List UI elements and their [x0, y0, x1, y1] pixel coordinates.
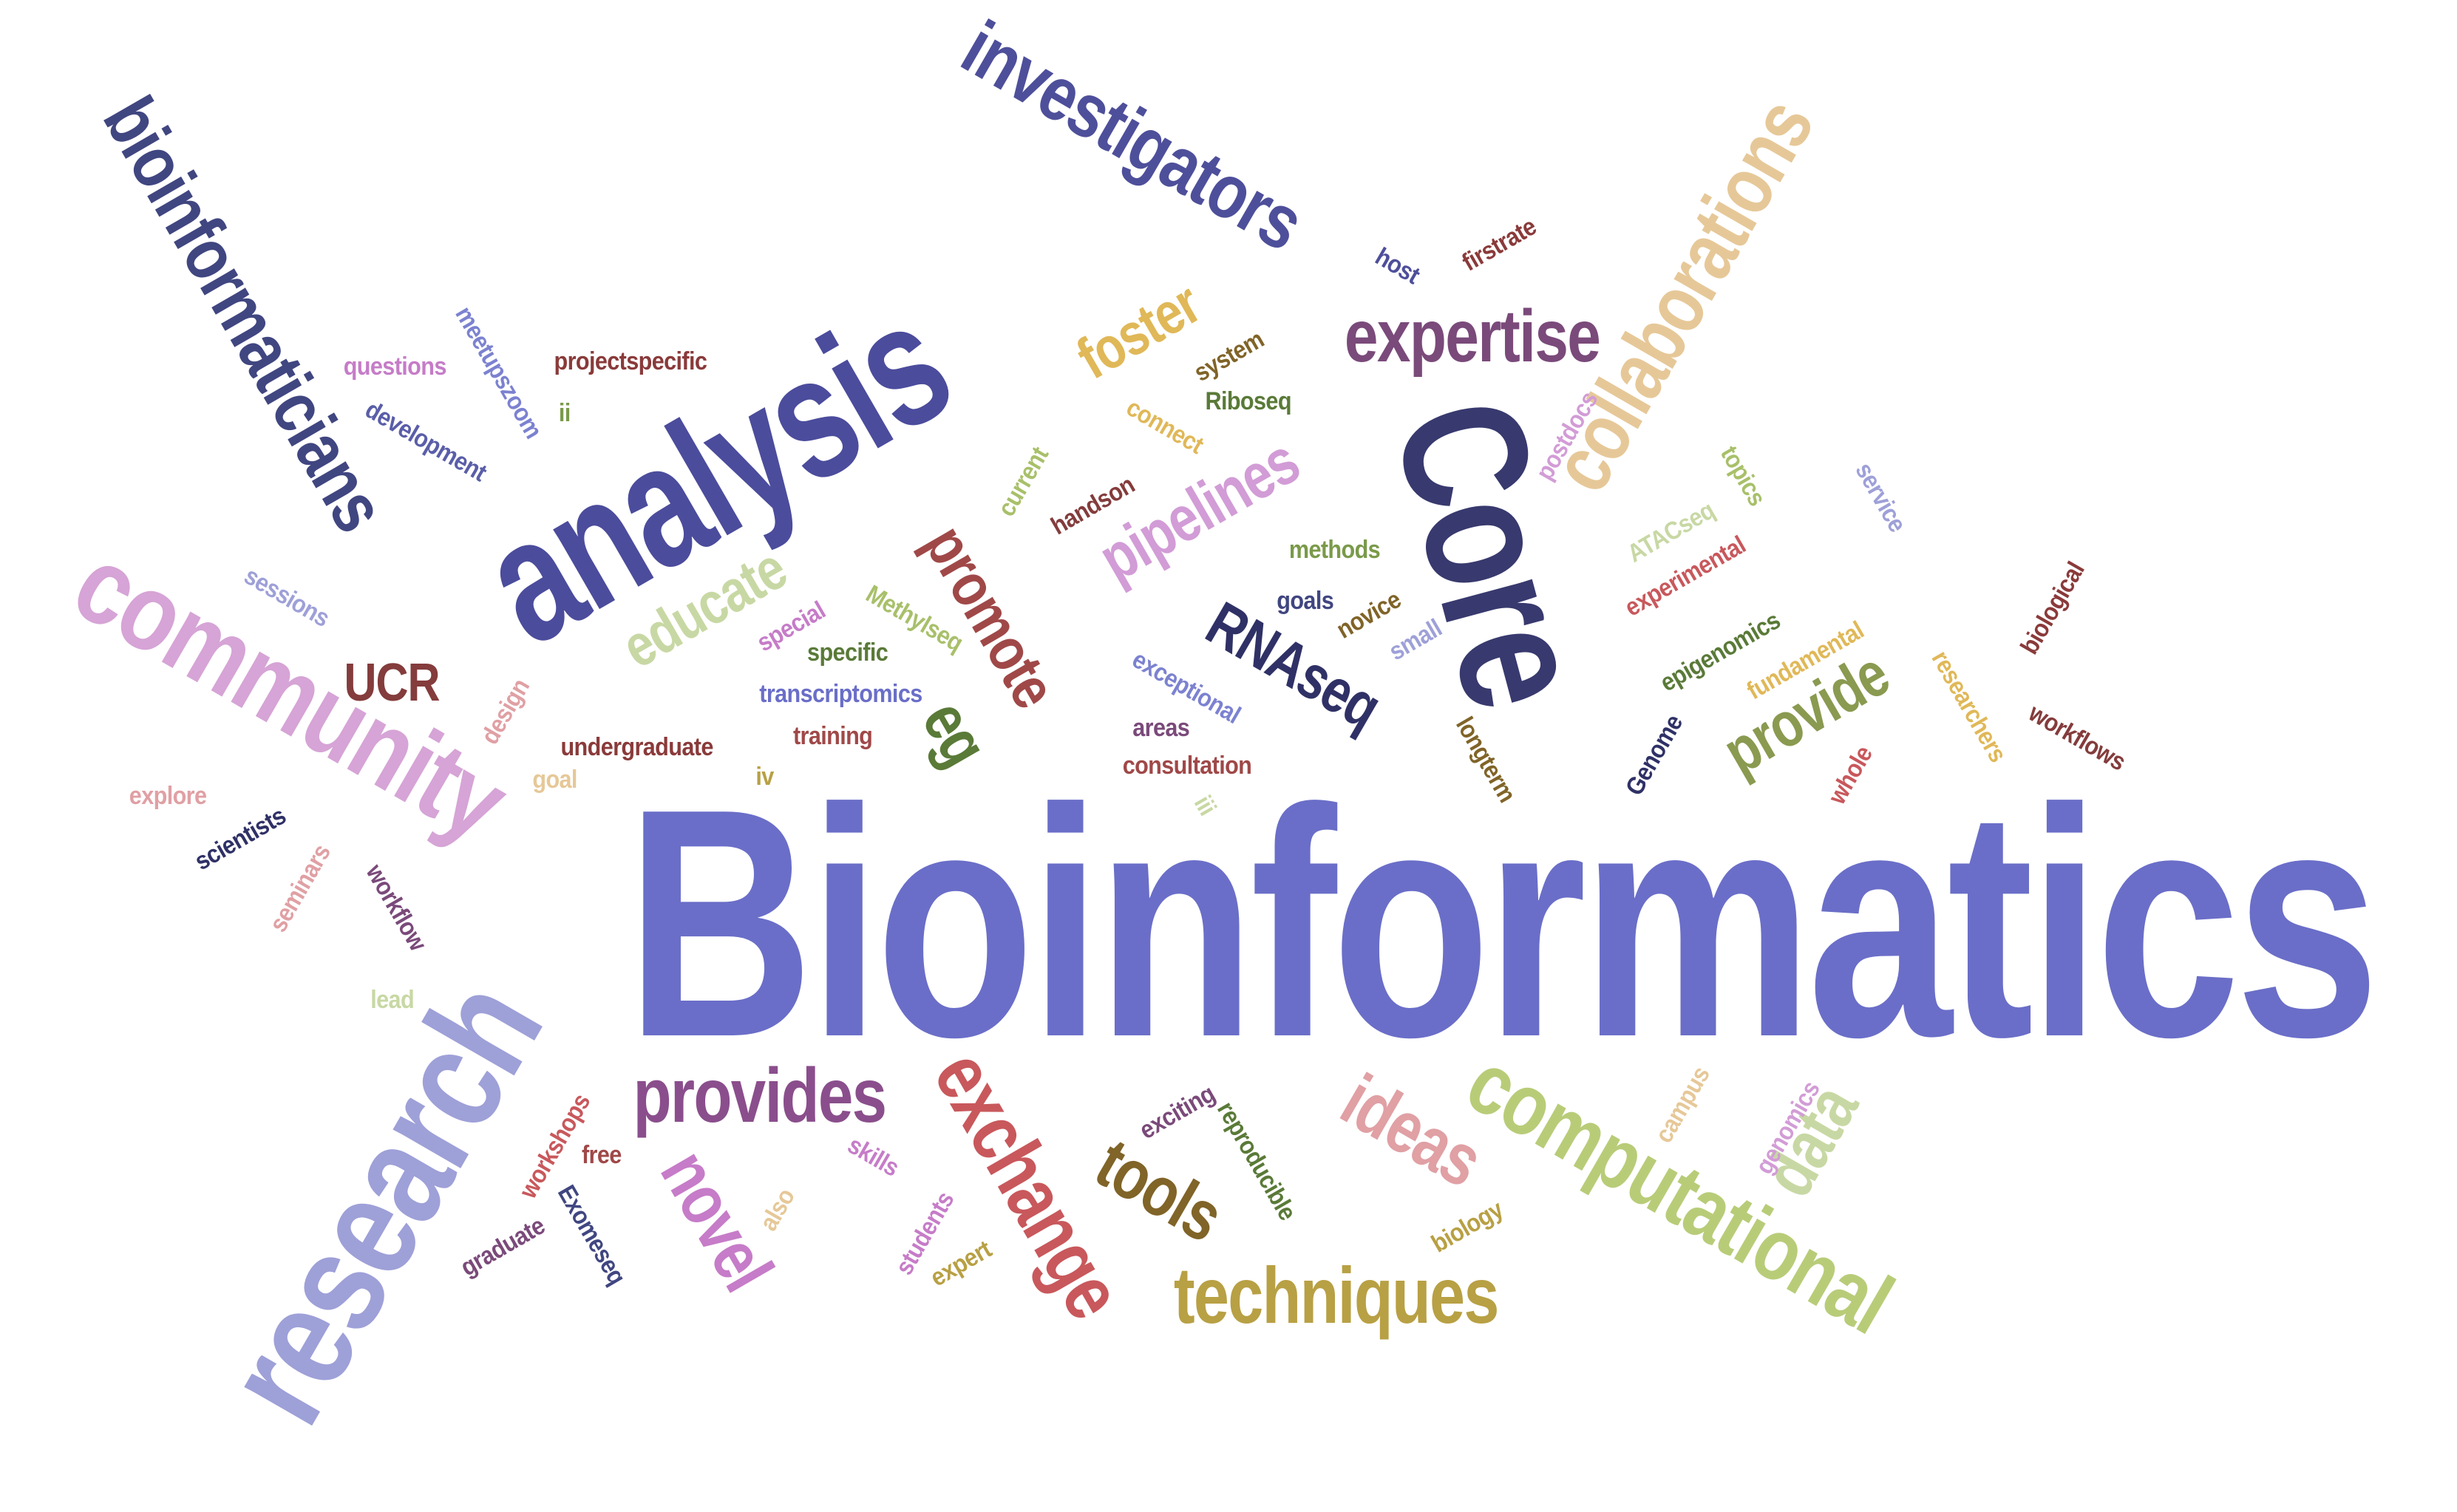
word: techniques	[1173, 1250, 1499, 1340]
word: ii	[558, 399, 571, 427]
word: free	[581, 1141, 622, 1169]
word: provides	[633, 1053, 887, 1139]
word: goal	[531, 766, 577, 794]
word: projectspecific	[554, 347, 707, 375]
word: questions	[343, 353, 447, 381]
word: UCR	[344, 653, 440, 712]
word: design	[475, 674, 535, 749]
word: iv	[755, 763, 774, 791]
word: investigators	[948, 4, 1317, 268]
word: graduate	[455, 1211, 550, 1282]
word: consultation	[1122, 752, 1252, 780]
word: meetupszoom	[449, 302, 548, 443]
word: research	[192, 956, 573, 1449]
word: training	[792, 722, 872, 750]
word: pipelines	[1087, 423, 1311, 596]
word: community	[54, 521, 526, 865]
word: areas	[1132, 714, 1190, 742]
word: novice	[1331, 585, 1406, 644]
word: foster	[1065, 270, 1211, 392]
word: topics	[1714, 441, 1772, 511]
word: reproducible	[1211, 1097, 1302, 1225]
word: biology	[1427, 1195, 1508, 1259]
word: explore	[129, 782, 207, 810]
word: seminars	[264, 840, 336, 937]
word: service	[1849, 457, 1911, 537]
word: expert	[925, 1235, 996, 1293]
word: skills	[842, 1131, 904, 1182]
word: workflow	[360, 859, 432, 956]
word: goals	[1276, 587, 1333, 615]
word: system	[1189, 325, 1268, 387]
word: specific	[806, 638, 888, 667]
word: bioinformaticians	[86, 84, 401, 545]
word: scientists	[190, 801, 291, 876]
word: methods	[1288, 536, 1380, 564]
word: connect	[1121, 393, 1209, 460]
word: lead	[370, 986, 414, 1014]
word: expertise	[1344, 295, 1600, 378]
word: host	[1370, 242, 1424, 290]
word: Bioinformatics	[625, 742, 2379, 1105]
word: undergraduate	[560, 733, 713, 761]
word: transcriptomics	[758, 680, 922, 708]
word: biological	[2015, 557, 2090, 659]
word: current	[992, 442, 1054, 522]
word: Riboseq	[1204, 387, 1291, 415]
word: Exomeseq	[551, 1180, 631, 1290]
word: firstrate	[1457, 212, 1541, 277]
